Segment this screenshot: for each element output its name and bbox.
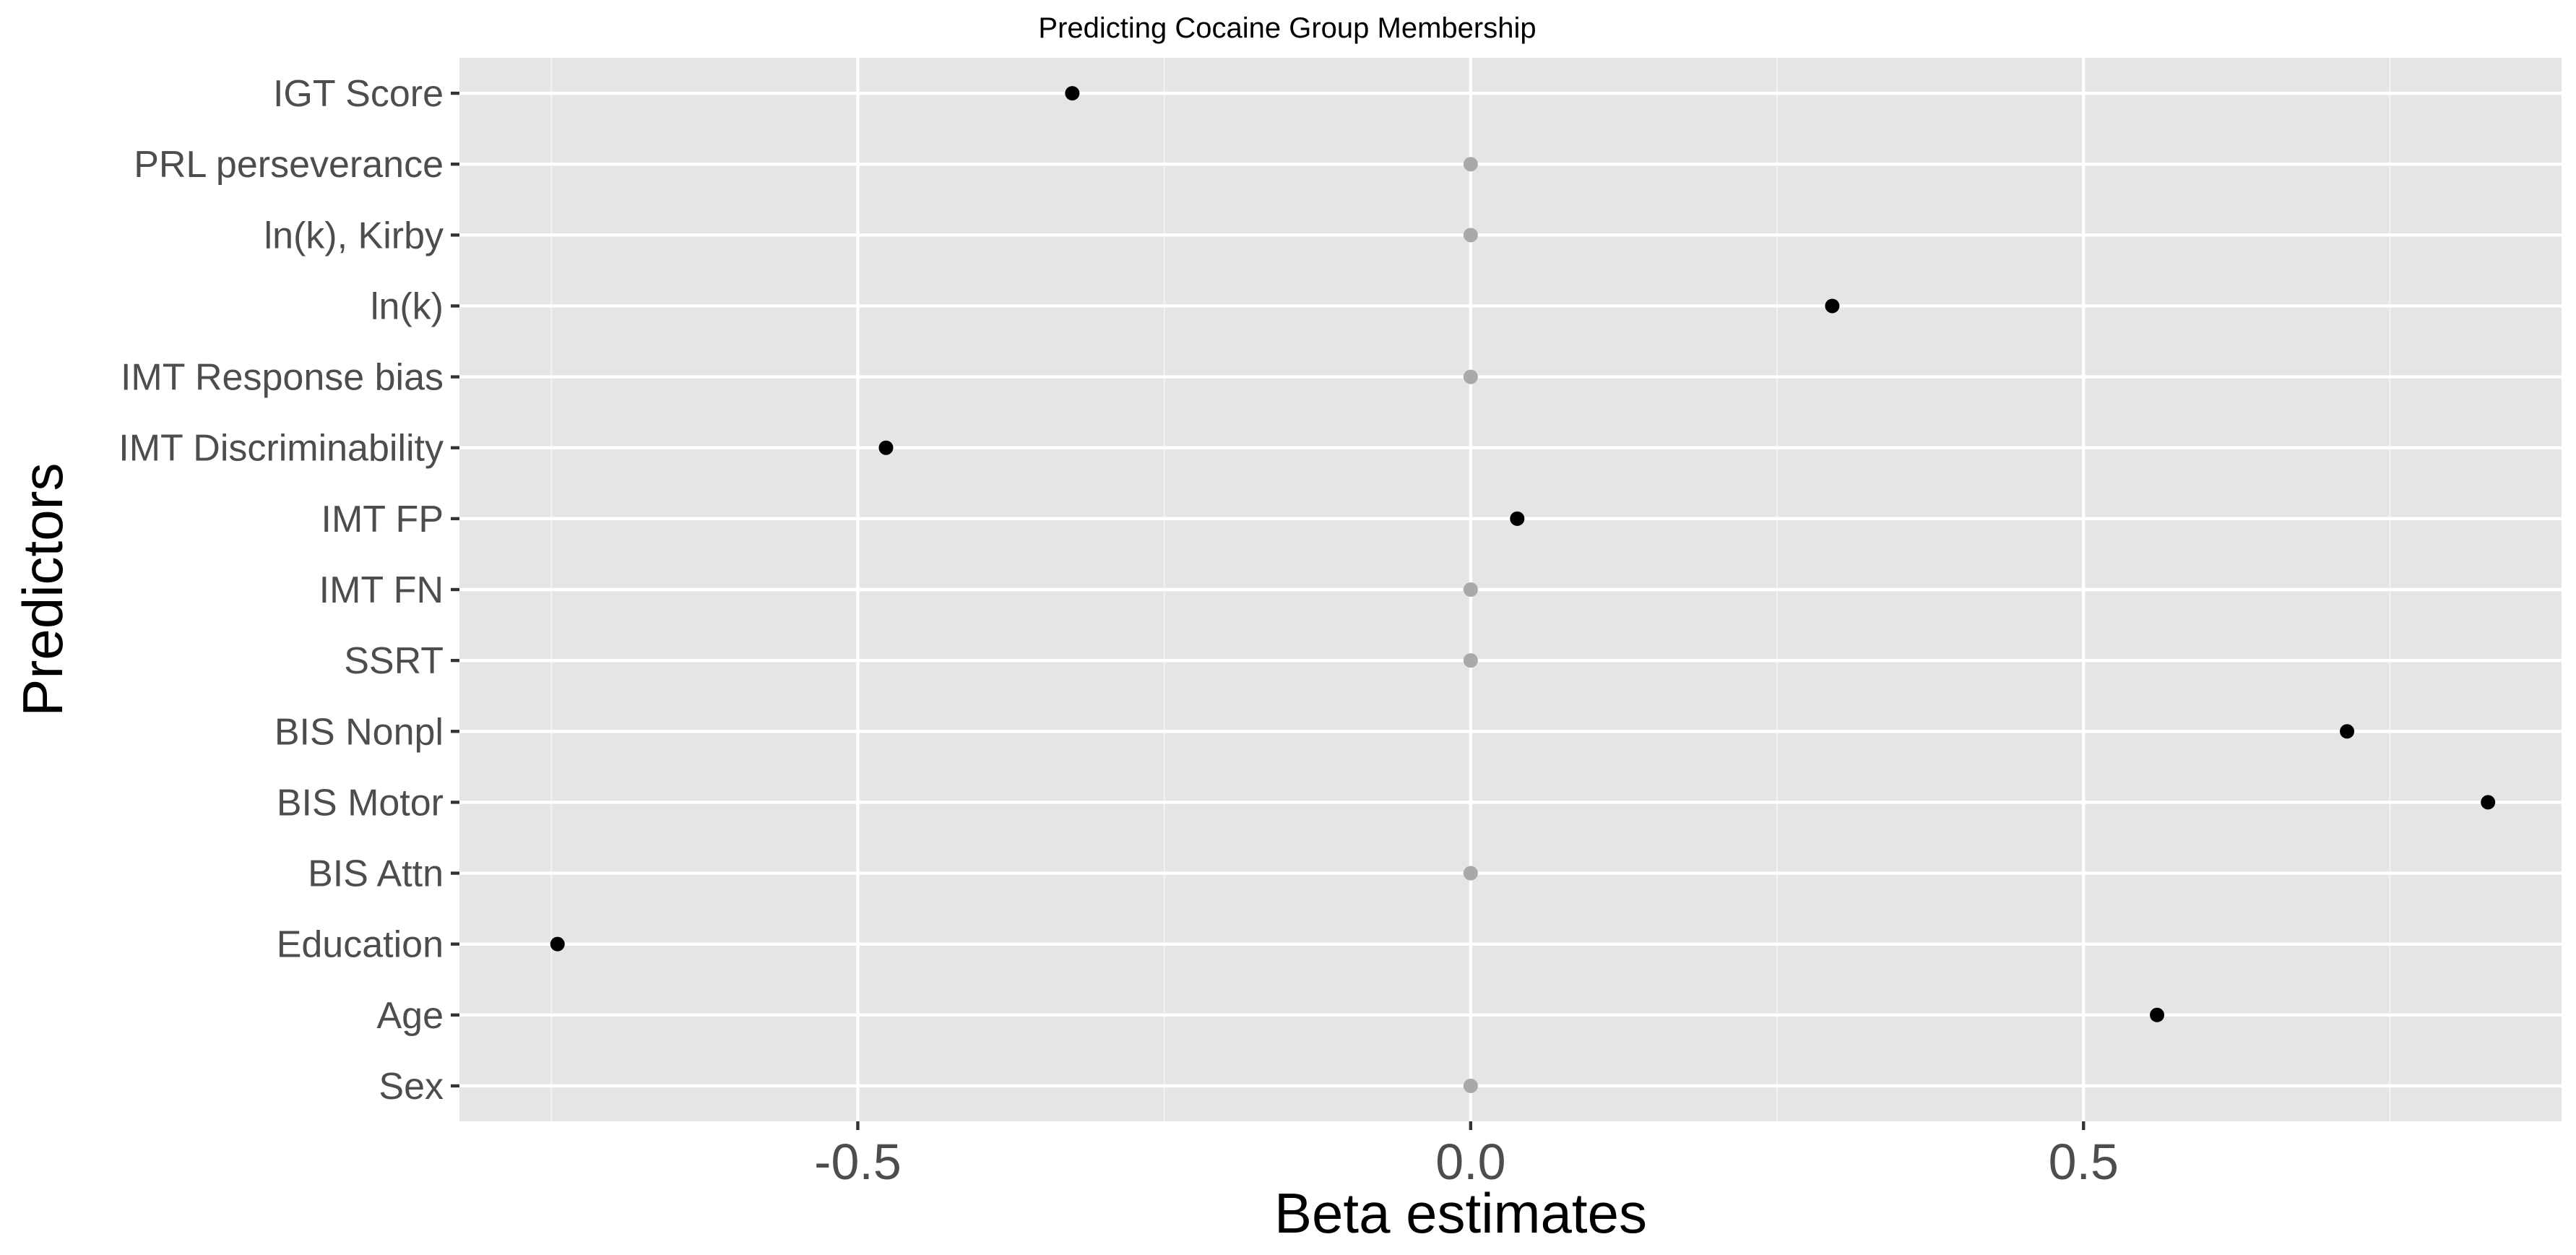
y-tick-label: BIS Attn xyxy=(308,853,444,895)
y-tick-label: Age xyxy=(376,995,444,1037)
data-point xyxy=(2150,1007,2165,1022)
major-grid xyxy=(459,58,2562,1121)
data-point xyxy=(2481,795,2496,810)
data-point xyxy=(1463,157,1478,172)
x-axis-title: Beta estimates xyxy=(1274,1181,1647,1245)
data-point xyxy=(1463,866,1478,881)
y-tick-label: PRL perseverance xyxy=(134,144,444,186)
data-point xyxy=(1463,369,1478,384)
data-point xyxy=(550,936,565,952)
y-tick-label: IMT Response bias xyxy=(121,357,444,399)
data-point xyxy=(1825,298,1840,314)
data-points xyxy=(550,86,2496,1093)
x-tick-label: 0.0 xyxy=(1435,1134,1505,1190)
x-axis: -0.5 0.0 0.5 xyxy=(814,1121,2119,1190)
data-point xyxy=(1463,653,1478,668)
data-point xyxy=(1463,582,1478,597)
y-tick-label: Education xyxy=(277,924,444,966)
data-point xyxy=(1463,228,1478,243)
x-tick-label: -0.5 xyxy=(814,1134,902,1190)
y-tick-label: SSRT xyxy=(344,640,444,682)
y-tick-label: ln(k) xyxy=(371,285,444,327)
data-point xyxy=(878,440,894,455)
data-point xyxy=(1463,1078,1478,1093)
data-point xyxy=(1065,86,1080,101)
y-tick-label: IGT Score xyxy=(273,73,444,115)
chart-title: Predicting Cocaine Group Membership xyxy=(1038,12,1536,44)
y-tick-label: Sex xyxy=(379,1066,444,1108)
y-tick-label: IMT Discriminability xyxy=(118,428,444,470)
y-axis: IGT Score PRL perseverance ln(k), Kirby ln(… xyxy=(118,73,459,1108)
y-tick-label: ln(k), Kirby xyxy=(264,215,444,256)
data-point xyxy=(2340,724,2355,739)
data-point xyxy=(1510,511,1525,526)
y-tick-label: IMT FN xyxy=(319,569,444,611)
x-tick-label: 0.5 xyxy=(2049,1134,2119,1190)
y-tick-label: IMT FP xyxy=(321,499,444,540)
y-tick-label: BIS Nonpl xyxy=(275,711,444,753)
y-tick-label: BIS Motor xyxy=(277,782,444,824)
y-axis-title: Predictors xyxy=(11,462,74,716)
